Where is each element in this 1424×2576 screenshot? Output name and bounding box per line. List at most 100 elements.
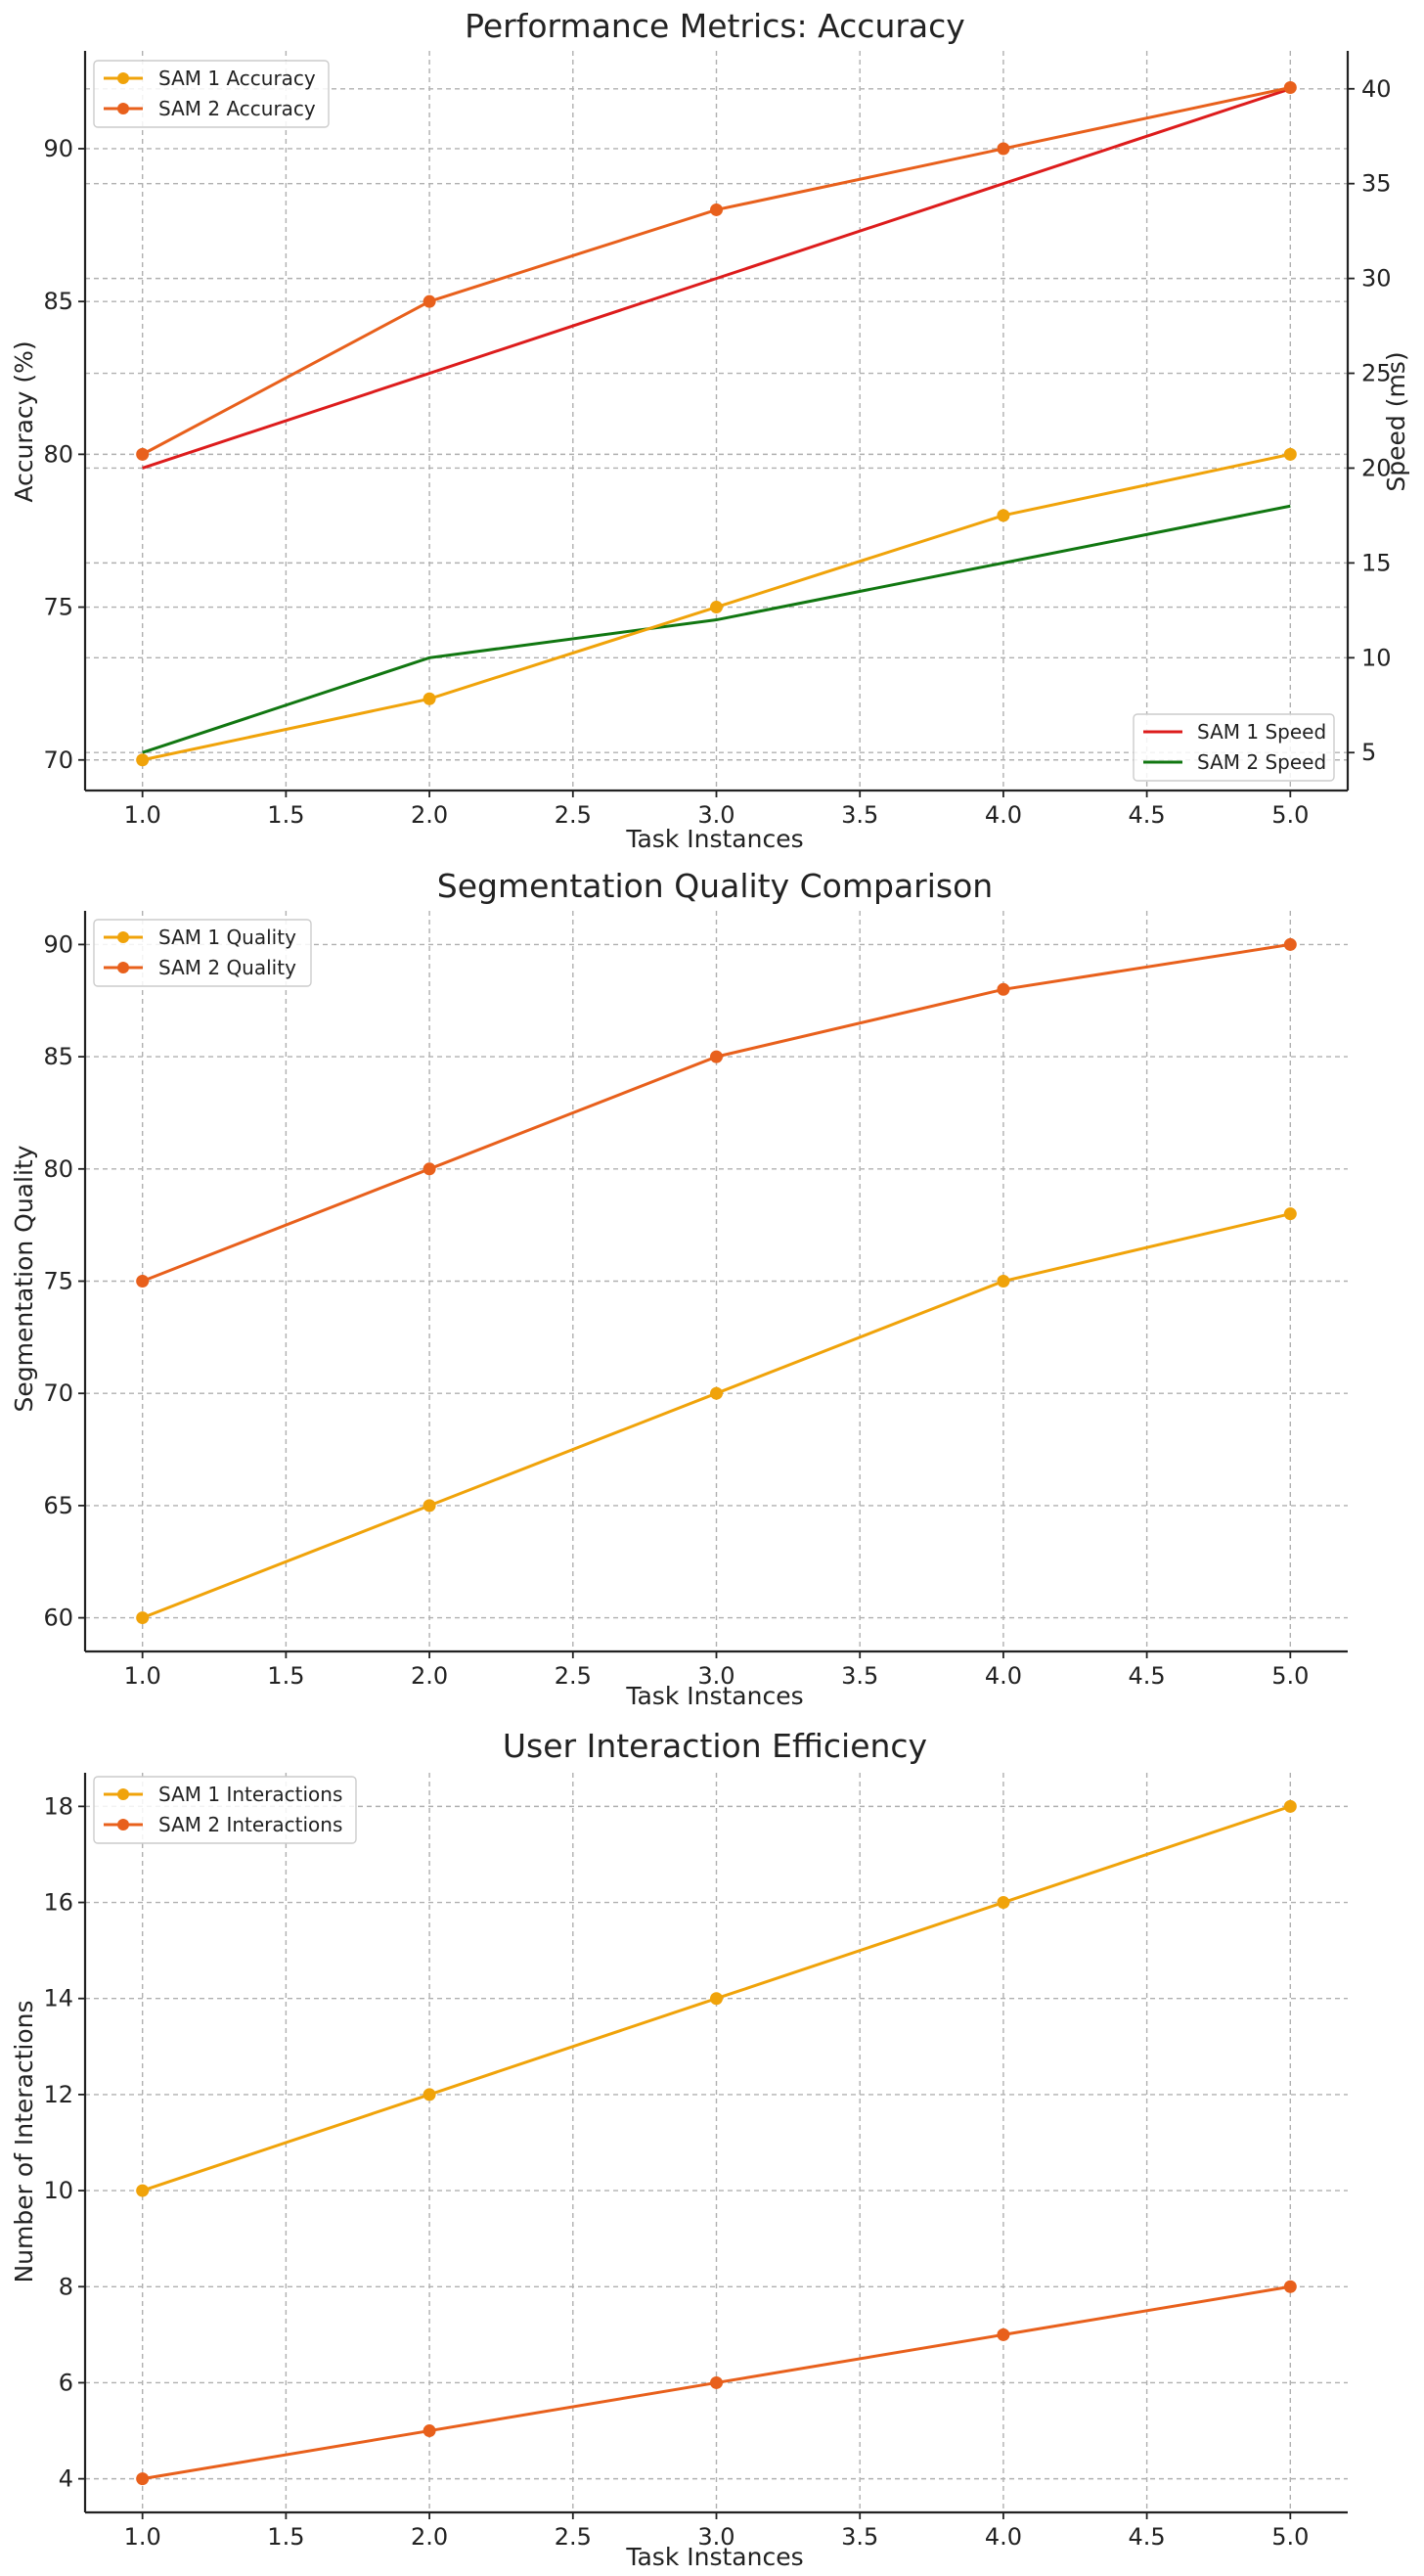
data-point [1283, 1799, 1297, 1813]
data-point [423, 692, 436, 705]
axes [78, 51, 1355, 797]
y-tick-label: 75 [43, 594, 73, 621]
chart-panel-accuracy: Performance Metrics: Accuracy 1.0 1.5 2.0 2… [10, 7, 1410, 853]
legend-item: SAM 1 Interactions [104, 1783, 342, 1806]
data-point [997, 982, 1010, 996]
x-tick-label: 3.0 [697, 801, 734, 829]
legend-label: SAM 2 Quality [158, 956, 296, 979]
y-tick-label: 70 [43, 746, 73, 774]
x-axis-label: Task Instances [625, 825, 803, 853]
y-axis-label: Number of Interactions [10, 2000, 38, 2282]
legend-item: SAM 2 Speed [1143, 750, 1326, 774]
y-tick-label: 14 [43, 1985, 73, 2012]
grid [85, 1773, 1348, 2512]
y-right-tick-label: 5 [1361, 739, 1376, 766]
data-point [710, 601, 723, 614]
legend-item: SAM 1 Accuracy [104, 67, 316, 90]
x-tick-label: 5.0 [1271, 801, 1309, 829]
y-axis-label: Accuracy (%) [10, 340, 38, 502]
x-tick-label: 5.0 [1271, 2523, 1309, 2551]
axes [78, 911, 1348, 1658]
y-tick-label: 80 [43, 1155, 73, 1183]
legend-item: SAM 2 Accuracy [104, 97, 316, 120]
x-tick-label: 4.0 [985, 801, 1022, 829]
legend: SAM 1 Interactions SAM 2 Interactions [93, 1776, 357, 1844]
legend-item: SAM 1 Quality [104, 926, 296, 949]
data-point [710, 1050, 723, 1063]
data-point [710, 2375, 723, 2389]
x-tick-label: 3.5 [841, 801, 878, 829]
legend-label: SAM 1 Accuracy [158, 67, 316, 90]
y-right-tick-label: 25 [1361, 360, 1392, 387]
x-tick-label: 3.0 [697, 1662, 734, 1690]
y-tick-label: 70 [43, 1379, 73, 1407]
y-right-tick-label: 30 [1361, 265, 1392, 293]
y-tick-label: 80 [43, 440, 73, 468]
grid [85, 911, 1348, 1651]
legend-item: SAM 1 Speed [1143, 720, 1326, 744]
x-tick-label: 4.0 [985, 1662, 1022, 1690]
series-lines [136, 1799, 1297, 2486]
x-tick-label: 4.5 [1129, 801, 1166, 829]
legend-marker [117, 72, 129, 84]
y-right-tick-label: 35 [1361, 170, 1392, 198]
x-tick-label: 1.5 [267, 801, 304, 829]
series-lines [136, 937, 1297, 1625]
y-tick-label: 8 [59, 2273, 73, 2300]
x-tick-label: 1.5 [267, 2523, 304, 2551]
chart-title: User Interaction Efficiency [503, 1727, 927, 1765]
data-point [997, 1275, 1010, 1288]
y-tick-label: 90 [43, 135, 73, 162]
x-axis-label: Task Instances [625, 2543, 803, 2571]
legend: SAM 1 Accuracy SAM 2 Accuracy [93, 60, 330, 128]
x-axis-label: Task Instances [625, 1682, 803, 1710]
chart-title: Performance Metrics: Accuracy [465, 7, 965, 45]
y-tick-label: 4 [59, 2465, 73, 2493]
data-point [136, 753, 150, 767]
x-tick-label: 2.5 [555, 1662, 592, 1690]
y-right-tick-label: 10 [1361, 644, 1392, 671]
legend-label: SAM 2 Interactions [158, 1813, 342, 1836]
x-tick-label: 1.0 [124, 2523, 161, 2551]
y-tick-label: 85 [43, 288, 73, 315]
series-line [142, 504, 1291, 754]
legend-label: SAM 1 Quality [158, 926, 296, 949]
y-axis-label: Segmentation Quality [10, 1145, 38, 1412]
data-point [423, 294, 436, 308]
legend-marker [117, 1788, 129, 1800]
legend-marker [117, 931, 129, 943]
y-tick-label: 90 [43, 930, 73, 958]
y-tick-label: 6 [59, 2369, 73, 2396]
legend-marker [117, 103, 129, 114]
y-right-tick-label: 15 [1361, 549, 1392, 576]
series-line [142, 87, 1291, 470]
y-tick-labels: 4 6 8 10 12 14 16 18 [43, 1792, 73, 2492]
y-tick-label: 18 [43, 1792, 73, 1820]
data-point [423, 1162, 436, 1176]
y-right-tick-label: 20 [1361, 454, 1392, 481]
data-point [1283, 1207, 1297, 1221]
y-tick-label: 12 [43, 2081, 73, 2108]
y-right-tick-labels: 5 10 15 20 25 30 35 40 [1361, 75, 1392, 766]
data-point [136, 1611, 150, 1625]
x-tick-label: 1.0 [124, 1662, 161, 1690]
y-tick-label: 16 [43, 1889, 73, 1917]
legend-item: SAM 2 Interactions [104, 1813, 342, 1836]
data-point [997, 142, 1010, 156]
y-tick-label: 75 [43, 1268, 73, 1295]
legend-box [93, 60, 330, 128]
y-tick-labels: 60 65 70 75 80 85 90 [43, 930, 73, 1631]
legend-label: SAM 1 Interactions [158, 1783, 342, 1806]
data-point [710, 1386, 723, 1400]
legend-label: SAM 2 Speed [1197, 750, 1326, 774]
x-tick-label: 2.0 [411, 1662, 448, 1690]
legend: SAM 1 Quality SAM 2 Quality [93, 919, 312, 987]
x-tick-label: 5.0 [1271, 1662, 1309, 1690]
x-tick-label: 2.5 [555, 2523, 592, 2551]
y-tick-label: 65 [43, 1492, 73, 1519]
data-point [710, 1992, 723, 2006]
legend-marker [117, 1819, 129, 1830]
data-point [136, 2472, 150, 2486]
y-right-axis-label: Speed (ms) [1382, 351, 1410, 491]
